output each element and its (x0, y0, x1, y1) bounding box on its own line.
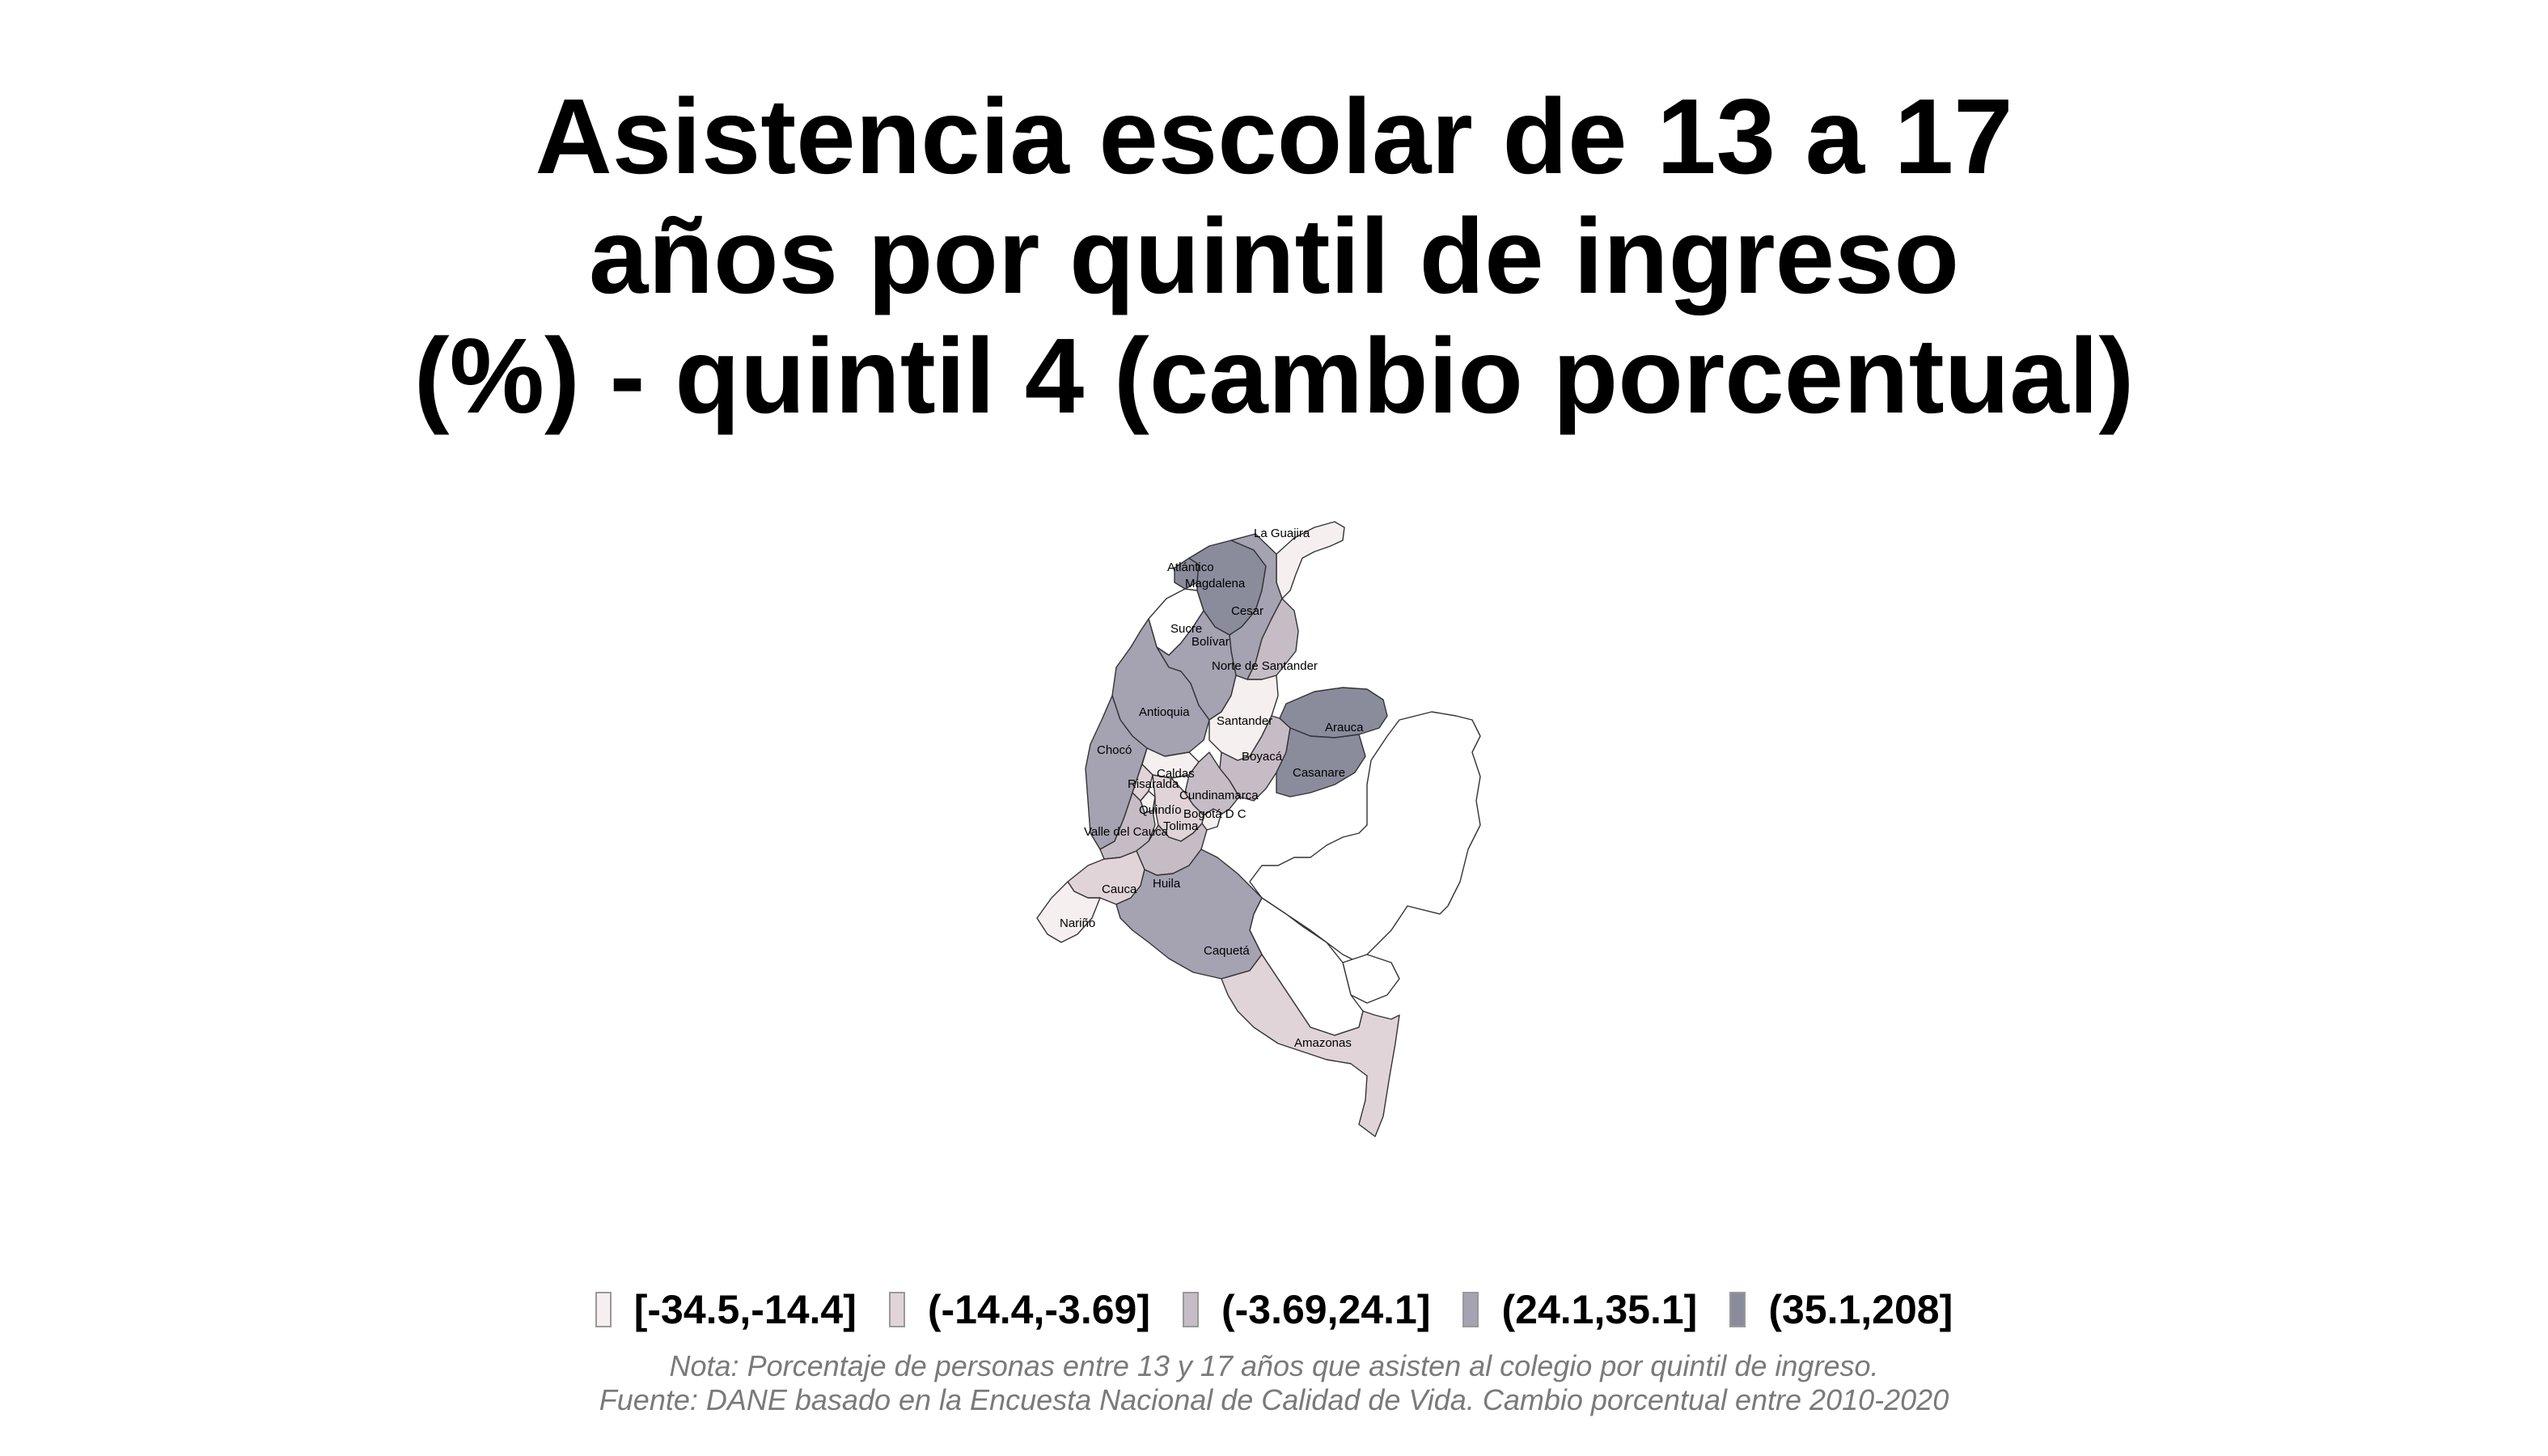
legend-swatch (1462, 1292, 1479, 1327)
legend-label: (24.1,35.1] (1501, 1287, 1698, 1332)
title-line-2: años por quintil de ingreso (588, 197, 1960, 315)
region-sin-datos (1342, 954, 1400, 1004)
label-narino: Nariño (1060, 916, 1095, 930)
label-boyaca: Boyacá (1242, 750, 1283, 764)
label-caqueta: Caquetá (1204, 944, 1250, 958)
label-cundinamarca: Cundinamarca (1179, 789, 1259, 802)
region-la-guajira (1276, 521, 1345, 599)
label-santander: Santander (1217, 714, 1272, 728)
region-narino (1036, 881, 1101, 943)
label-casanare: Casanare (1293, 766, 1345, 780)
label-antioquia: Antioquia (1139, 705, 1190, 719)
label-magdalena: Magdalena (1185, 577, 1246, 590)
label-bogota: Bogotá D C (1183, 807, 1246, 821)
legend-item: (24.1,35.1] (1462, 1286, 1697, 1333)
region-amazonas (1221, 954, 1400, 1137)
legend-item: (-14.4,-3.69] (888, 1286, 1150, 1333)
title-line-3: (%) - quintil 4 (cambio porcentual) (413, 316, 2135, 435)
region-casanare (1276, 727, 1366, 798)
label-norte-de-santander: Norte de Santander (1212, 659, 1318, 673)
legend-swatch (888, 1292, 905, 1327)
legend-label: (-14.4,-3.69] (927, 1287, 1150, 1332)
label-huila: Huila (1153, 877, 1181, 891)
label-la-guajira: La Guajira (1254, 527, 1310, 540)
label-sucre: Sucre (1170, 622, 1202, 636)
label-amazonas: Amazonas (1294, 1036, 1352, 1050)
legend-swatch (1729, 1292, 1746, 1327)
label-choco: Chocó (1097, 743, 1132, 757)
label-cesar: Cesar (1231, 604, 1263, 618)
colombia-choropleth-map: La Guajira Atlántico Magdalena Cesar Suc… (1019, 477, 1537, 1157)
legend-label: [-34.5,-14.4] (633, 1287, 857, 1332)
label-tolima: Tolima (1163, 819, 1199, 833)
label-cauca: Cauca (1102, 882, 1137, 896)
source-text: Fuente: DANE basado en la Encuesta Nacio… (599, 1383, 1949, 1416)
label-caldas: Caldas (1157, 767, 1195, 781)
map-title: Asistencia escolar de 13 a 17 años por q… (0, 77, 2548, 436)
region-sin-datos (1249, 711, 1481, 963)
legend-swatch (1183, 1292, 1199, 1327)
title-line-1: Asistencia escolar de 13 a 17 (535, 77, 2013, 196)
note-text: Nota: Porcentaje de personas entre 13 y … (669, 1349, 1879, 1382)
region-norte-de-santander (1246, 598, 1299, 680)
legend-label: (35.1,208] (1768, 1287, 1953, 1332)
legend-label: (-3.69,24.1] (1221, 1287, 1431, 1332)
label-bolivar: Bolívar (1191, 635, 1230, 649)
label-arauca: Arauca (1325, 721, 1364, 734)
label-valle-del-cauca: Valle del Cauca (1084, 825, 1169, 839)
label-quindio: Quindío (1139, 803, 1182, 817)
legend-swatch (595, 1292, 612, 1327)
map-notes: Nota: Porcentaje de personas entre 13 y … (0, 1349, 2548, 1417)
legend-item: (-3.69,24.1] (1183, 1286, 1430, 1333)
region-labels: La Guajira Atlántico Magdalena Cesar Suc… (1060, 527, 1364, 1050)
legend-item: (35.1,208] (1729, 1286, 1953, 1333)
label-risaralda: Risaralda (1128, 777, 1179, 791)
legend-item: [-34.5,-14.4] (595, 1286, 857, 1333)
label-atlantico: Atlántico (1167, 561, 1214, 574)
map-legend: [-34.5,-14.4] (-14.4,-3.69] (-3.69,24.1]… (0, 1286, 2548, 1333)
